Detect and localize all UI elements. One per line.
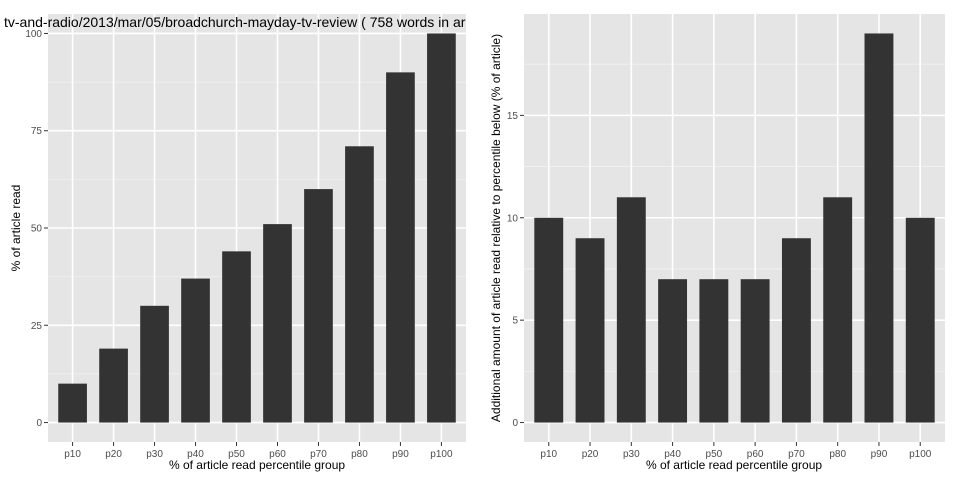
right-x-tick-label-p20: p20 — [582, 449, 599, 460]
left-y-tick-label: 50 — [31, 224, 43, 235]
right-bar-p30 — [616, 197, 646, 423]
left-x-tick-label-p30: p30 — [146, 449, 163, 460]
right-x-tick-label-p10: p10 — [540, 449, 557, 460]
right-y-tick-label: 5 — [512, 316, 518, 327]
right-x-tick-label-p30: p30 — [623, 449, 640, 460]
right-chart: 0 5 10 15 p10 p20 p30 p40 p50 p60 p70 p80 p90 p100 %… — [489, 14, 945, 472]
right-bar-p60 — [740, 279, 770, 423]
left-bar-p70 — [304, 189, 333, 423]
left-y-axis-title: % of article read — [9, 185, 23, 272]
right-y-tick-label: 15 — [507, 111, 519, 122]
right-x-tick-label-p100: p100 — [909, 449, 932, 460]
right-bars — [534, 33, 935, 423]
left-bar-p90 — [386, 72, 415, 423]
right-y-tick-labels: 0 5 10 15 — [507, 111, 524, 429]
right-bar-p10 — [534, 217, 564, 423]
right-x-tick-label-p70: p70 — [788, 449, 805, 460]
right-bar-p80 — [823, 197, 853, 423]
right-x-tick-label-p50: p50 — [706, 449, 723, 460]
right-x-tick-label-p90: p90 — [871, 449, 888, 460]
right-x-tick-label-p60: p60 — [747, 449, 764, 460]
right-y-axis-title: Additional amount of article read relati… — [489, 34, 503, 422]
right-x-tick-label-p40: p40 — [664, 449, 681, 460]
right-x-tick-label-p80: p80 — [829, 449, 846, 460]
left-x-tick-label-p90: p90 — [392, 449, 409, 460]
left-bar-p100 — [427, 33, 456, 423]
left-y-tick-label: 25 — [31, 321, 43, 332]
right-bar-p20 — [575, 238, 605, 423]
right-bar-p50 — [699, 279, 729, 423]
right-y-tick-label: 10 — [507, 213, 519, 224]
left-bar-p30 — [140, 305, 169, 423]
left-x-tick-label-p80: p80 — [351, 449, 368, 460]
left-chart-title: tv-and-radio/2013/mar/05/broadchurch-may… — [4, 14, 466, 30]
left-bar-p40 — [181, 278, 210, 423]
left-x-tick-label-p60: p60 — [269, 449, 286, 460]
left-x-axis-title: % of article read percentile group — [169, 458, 345, 472]
right-bar-p100 — [905, 217, 935, 423]
left-x-tick-label-p40: p40 — [187, 449, 204, 460]
right-x-axis-title: % of article read percentile group — [646, 458, 822, 472]
left-y-tick-label: 0 — [36, 418, 42, 429]
left-bar-p10 — [58, 383, 87, 423]
right-x-tick-labels: p10 p20 p30 p40 p50 p60 p70 p80 p90 p100 — [540, 442, 932, 460]
left-x-tick-label-p20: p20 — [105, 449, 122, 460]
left-y-tick-label: 75 — [31, 126, 43, 137]
left-x-tick-label-p50: p50 — [228, 449, 245, 460]
left-x-tick-label-p70: p70 — [310, 449, 327, 460]
left-x-tick-label-p10: p10 — [64, 449, 81, 460]
left-bar-p80 — [345, 146, 374, 423]
right-bar-p40 — [658, 279, 688, 423]
left-x-tick-label-p100: p100 — [430, 449, 453, 460]
left-bar-p50 — [222, 251, 251, 423]
left-y-tick-label: 100 — [25, 29, 42, 40]
left-bar-p20 — [99, 348, 128, 423]
right-y-tick-label: 0 — [512, 418, 518, 429]
right-bar-p70 — [781, 238, 811, 423]
left-bars — [58, 33, 456, 423]
left-x-tick-labels: p10 p20 p30 p40 p50 p60 p70 p80 p90 p100 — [64, 442, 453, 460]
left-y-tick-labels: 0 25 50 75 100 — [25, 29, 48, 429]
right-bar-p90 — [864, 33, 894, 423]
left-bar-p60 — [263, 224, 292, 423]
